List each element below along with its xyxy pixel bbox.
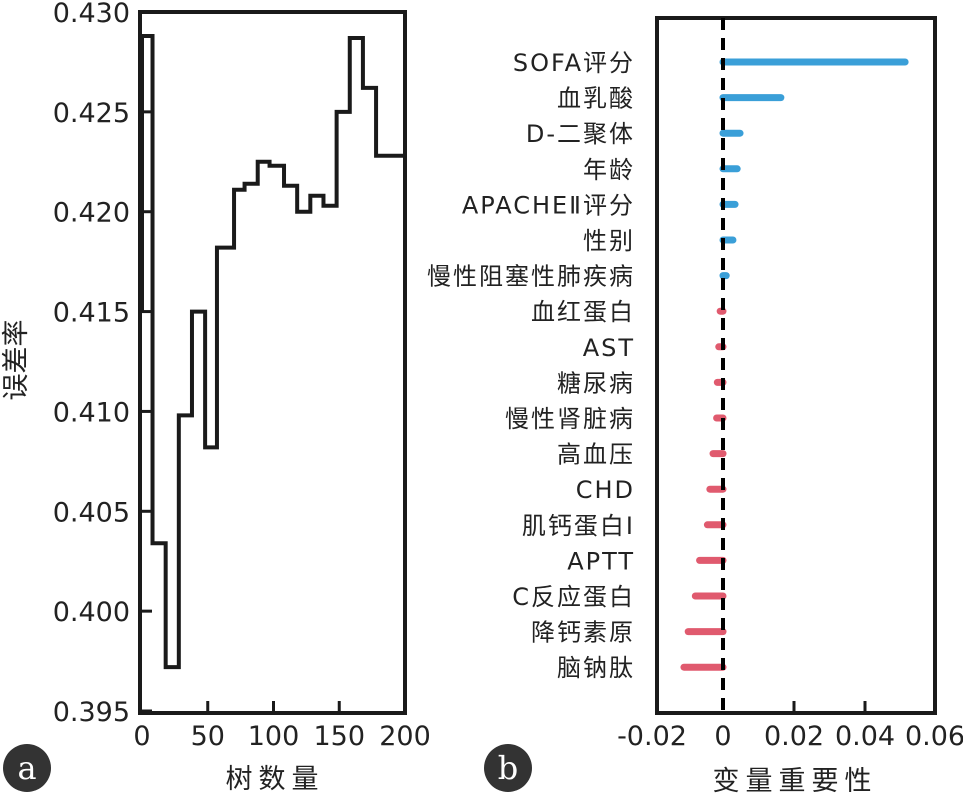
y-tick-label: 0.425 [53, 98, 130, 129]
category-label: APTT [567, 547, 635, 575]
y-tick-label: 0.395 [53, 697, 130, 728]
x-tick-label: 0 [133, 721, 150, 752]
y-tick-label: 0.430 [53, 0, 130, 29]
x-tick-label: 0.04 [835, 721, 895, 752]
y-axis-label: 误差率 [1, 320, 32, 401]
category-label: C反应蛋白 [512, 583, 635, 611]
category-label: 降钙素原 [531, 619, 635, 647]
category-label: CHD [576, 476, 635, 504]
plot-frame-b [655, 16, 937, 715]
category-label: SOFA评分 [513, 49, 635, 77]
x-tick-label: 0.06 [905, 721, 963, 752]
x-tick-label: 0 [714, 721, 731, 752]
category-label: 年龄 [583, 156, 635, 184]
y-tick-label: 0.420 [53, 198, 130, 229]
category-label: 肌钙蛋白I [522, 512, 635, 540]
category-label: 性别 [583, 227, 635, 255]
category-label: APACHEⅡ评分 [462, 191, 635, 219]
x-tick-label: 100 [248, 721, 300, 752]
category-label: 脑钠肽 [557, 654, 635, 682]
x-tick-label: 50 [191, 721, 225, 752]
panel-label: a [17, 749, 36, 787]
category-label: 血乳酸 [557, 85, 635, 113]
x-tick-label: 200 [379, 721, 431, 752]
x-axis-label: 树数量 [226, 764, 325, 795]
x-axis-label: 变量重要性 [713, 766, 878, 795]
y-tick-label: 0.405 [53, 497, 130, 528]
category-label: D-二聚体 [526, 120, 635, 148]
panel-badge [484, 744, 532, 792]
y-tick-label: 0.415 [53, 298, 130, 329]
x-tick-label: -0.02 [617, 721, 687, 752]
x-tick-label: 0.02 [764, 721, 824, 752]
error-rate-line [140, 33, 405, 670]
category-label: 高血压 [557, 441, 635, 469]
category-label: AST [583, 334, 635, 362]
y-tick-label: 0.400 [53, 597, 130, 628]
category-label: 慢性肾脏病 [505, 405, 635, 433]
panel-badge [3, 744, 51, 792]
y-tick-label: 0.410 [53, 397, 130, 428]
category-label: 糖尿病 [557, 369, 635, 397]
category-label: 慢性阻塞性肺疾病 [427, 263, 635, 291]
category-label: 血红蛋白 [531, 298, 635, 326]
x-tick-label: 150 [313, 721, 365, 752]
panel-label: b [498, 749, 518, 787]
